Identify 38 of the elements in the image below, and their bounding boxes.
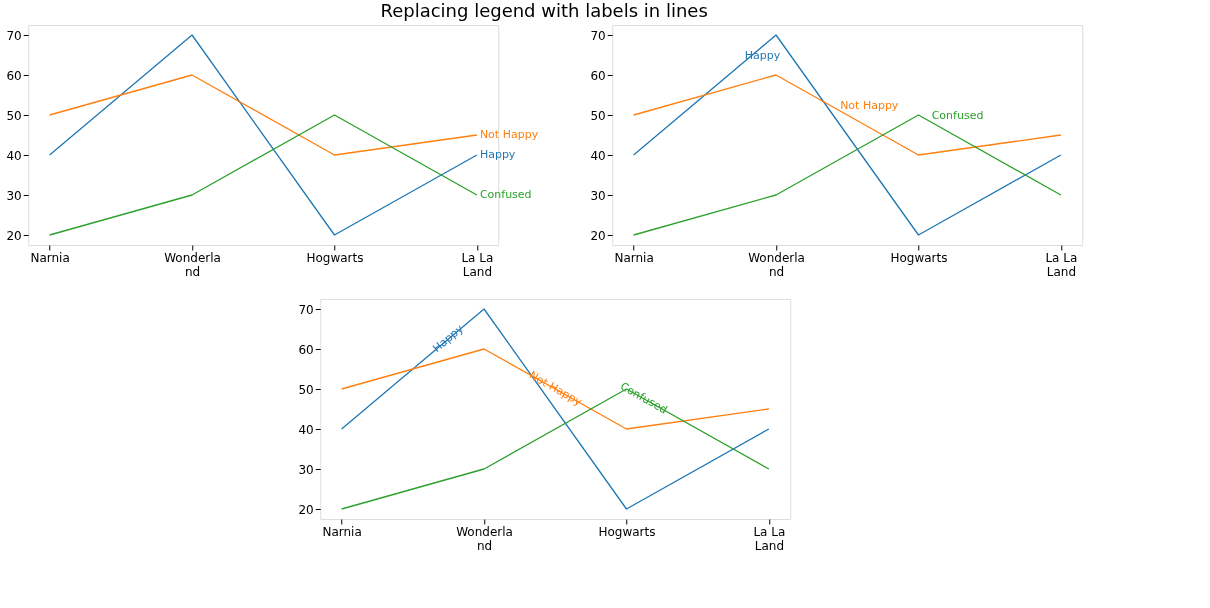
series-label: Not Happy: [840, 99, 899, 112]
y-tick-label: 30: [298, 462, 314, 477]
y-tick-label: 50: [590, 108, 606, 123]
y-tick-label: 30: [590, 188, 606, 203]
x-tick-label: Wonderland: [164, 250, 221, 279]
y-tick-label: 20: [6, 228, 22, 243]
x-tick-label: Hogwarts: [306, 250, 364, 265]
y-tick-label: 40: [298, 422, 314, 437]
series-label: Not Happy: [479, 128, 539, 141]
y-tick-label: 60: [6, 68, 22, 83]
y-tick-label: 40: [6, 148, 22, 163]
x-tick-label: Hogwarts: [890, 250, 948, 265]
x-tick-label: Hogwarts: [598, 524, 656, 539]
x-tick-label: Wonderland: [456, 524, 513, 553]
line-series: [48, 74, 478, 156]
x-tick-label: La La Land: [753, 524, 786, 553]
x-tick-label: Wonderland: [748, 250, 805, 279]
y-tick-label: 50: [6, 108, 22, 123]
x-tick-label: Narnia: [614, 250, 654, 265]
y-tick-label: 70: [590, 28, 606, 43]
line-series: [632, 74, 1062, 156]
text: Replacing legend with labels in lines: [380, 0, 708, 21]
x-tick-label: Narnia: [30, 250, 70, 265]
y-tick-label: 60: [298, 342, 314, 357]
series-label: Happy: [479, 148, 516, 161]
y-tick-label: 20: [590, 228, 606, 243]
series-label: Confused: [931, 108, 984, 122]
y-tick-label: 20: [298, 502, 314, 517]
x-tick-label: La La Land: [461, 250, 494, 279]
y-tick-label: 50: [298, 382, 314, 397]
x-tick-label: Narnia: [322, 524, 362, 539]
y-tick-label: 70: [298, 302, 314, 317]
x-tick-label: La La Land: [1045, 250, 1078, 279]
y-tick-label: 60: [590, 68, 606, 83]
series-label: Confused: [479, 188, 532, 201]
y-tick-label: 70: [6, 28, 22, 43]
y-tick-label: 40: [590, 148, 606, 163]
y-tick-label: 30: [6, 188, 22, 203]
